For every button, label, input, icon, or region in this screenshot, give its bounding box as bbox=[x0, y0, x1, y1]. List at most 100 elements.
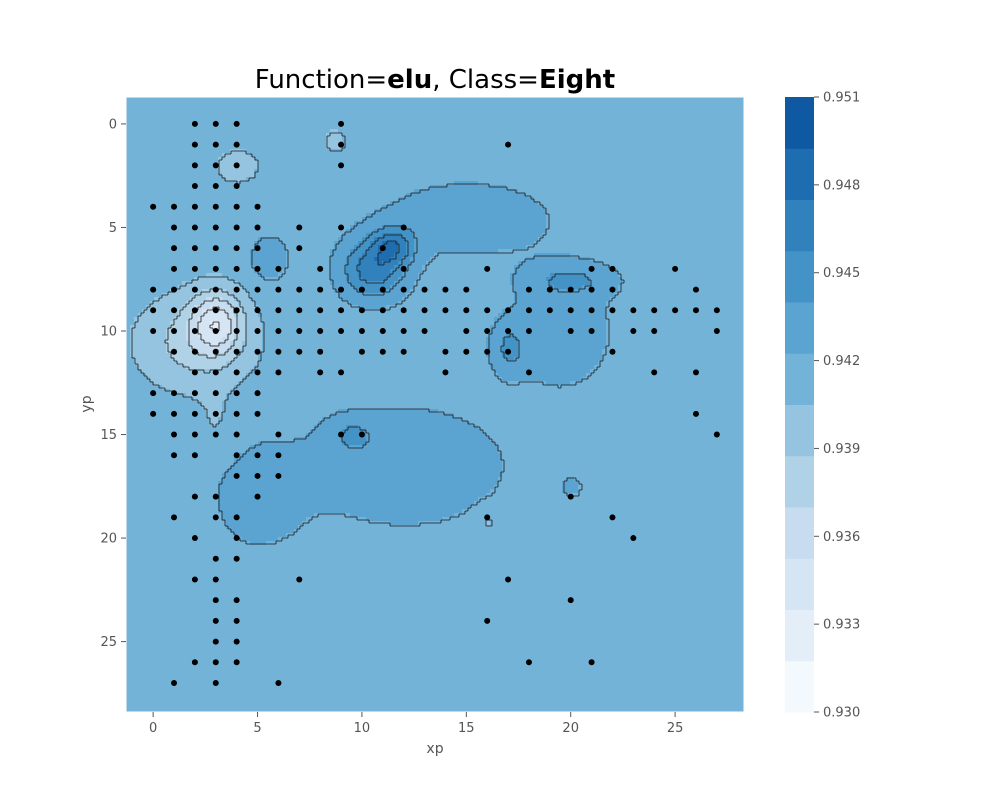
field-cell bbox=[134, 125, 138, 129]
field-cell bbox=[186, 109, 190, 113]
field-cell bbox=[406, 201, 410, 205]
field-cell bbox=[390, 185, 394, 189]
field-cell bbox=[330, 161, 334, 165]
field-cell bbox=[314, 121, 318, 125]
field-cell bbox=[614, 161, 618, 165]
field-cell bbox=[314, 209, 318, 213]
field-cell bbox=[210, 177, 214, 181]
field-cell bbox=[570, 133, 574, 137]
field-cell bbox=[726, 173, 730, 177]
field-cell bbox=[150, 185, 154, 189]
field-cell bbox=[590, 141, 594, 145]
field-cell bbox=[194, 201, 198, 205]
field-cell bbox=[614, 181, 618, 185]
field-cell bbox=[538, 129, 542, 133]
field-cell bbox=[650, 165, 654, 169]
field-cell bbox=[258, 133, 262, 137]
field-cell bbox=[438, 189, 442, 193]
field-cell bbox=[330, 97, 334, 101]
field-cell bbox=[398, 97, 402, 101]
field-cell bbox=[450, 201, 454, 205]
field-cell bbox=[450, 169, 454, 173]
field-cell bbox=[690, 153, 694, 157]
field-cell bbox=[458, 157, 462, 161]
field-cell bbox=[458, 221, 462, 225]
field-cell bbox=[622, 177, 626, 181]
field-cell bbox=[538, 209, 542, 213]
field-cell bbox=[378, 129, 382, 133]
field-cell bbox=[550, 217, 554, 221]
field-cell bbox=[654, 149, 658, 153]
field-cell bbox=[582, 201, 586, 205]
field-cell bbox=[666, 121, 670, 125]
field-cell bbox=[178, 129, 182, 133]
field-cell bbox=[434, 189, 438, 193]
field-cell bbox=[542, 117, 546, 121]
field-cell bbox=[726, 101, 730, 105]
field-cell bbox=[246, 213, 250, 217]
field-cell bbox=[226, 173, 230, 177]
field-cell bbox=[182, 109, 186, 113]
field-cell bbox=[146, 189, 150, 193]
field-cell bbox=[502, 149, 506, 153]
field-cell bbox=[214, 129, 218, 133]
field-cell bbox=[562, 141, 566, 145]
field-cell bbox=[246, 185, 250, 189]
field-cell bbox=[370, 121, 374, 125]
field-cell bbox=[134, 141, 138, 145]
field-cell bbox=[514, 149, 518, 153]
field-cell bbox=[374, 137, 378, 141]
field-cell bbox=[598, 121, 602, 125]
field-cell bbox=[374, 201, 378, 205]
field-cell bbox=[702, 209, 706, 213]
field-cell bbox=[570, 129, 574, 133]
field-cell bbox=[362, 165, 366, 169]
field-cell bbox=[650, 129, 654, 133]
field-cell bbox=[518, 117, 522, 121]
field-cell bbox=[694, 181, 698, 185]
field-cell bbox=[454, 197, 458, 201]
field-cell bbox=[394, 97, 398, 101]
field-cell bbox=[286, 97, 290, 101]
field-cell bbox=[322, 165, 326, 169]
field-cell bbox=[430, 209, 434, 213]
field-cell bbox=[246, 201, 250, 205]
field-cell bbox=[410, 157, 414, 161]
field-cell bbox=[254, 137, 258, 141]
field-cell bbox=[262, 157, 266, 161]
field-cell bbox=[658, 205, 662, 209]
field-cell bbox=[558, 125, 562, 129]
field-cell bbox=[210, 133, 214, 137]
field-cell bbox=[582, 185, 586, 189]
field-cell bbox=[562, 173, 566, 177]
field-cell bbox=[446, 189, 450, 193]
field-cell bbox=[202, 153, 206, 157]
field-cell bbox=[158, 161, 162, 165]
field-cell bbox=[254, 149, 258, 153]
field-cell bbox=[642, 129, 646, 133]
field-cell bbox=[222, 97, 226, 101]
field-cell bbox=[258, 149, 262, 153]
field-cell bbox=[242, 141, 246, 145]
field-cell bbox=[534, 189, 538, 193]
field-cell bbox=[634, 209, 638, 213]
field-cell bbox=[358, 213, 362, 217]
field-cell bbox=[262, 133, 266, 137]
field-cell bbox=[538, 141, 542, 145]
field-cell bbox=[734, 141, 738, 145]
field-cell bbox=[570, 105, 574, 109]
field-cell bbox=[518, 209, 522, 213]
field-cell bbox=[182, 149, 186, 153]
field-cell bbox=[698, 129, 702, 133]
field-cell bbox=[170, 185, 174, 189]
field-cell bbox=[234, 125, 238, 129]
field-cell bbox=[222, 189, 226, 193]
field-cell bbox=[470, 145, 474, 149]
field-cell bbox=[622, 121, 626, 125]
field-cell bbox=[534, 185, 538, 189]
field-cell bbox=[286, 125, 290, 129]
field-cell bbox=[466, 145, 470, 149]
field-cell bbox=[154, 185, 158, 189]
field-cell bbox=[146, 145, 150, 149]
field-cell bbox=[274, 129, 278, 133]
